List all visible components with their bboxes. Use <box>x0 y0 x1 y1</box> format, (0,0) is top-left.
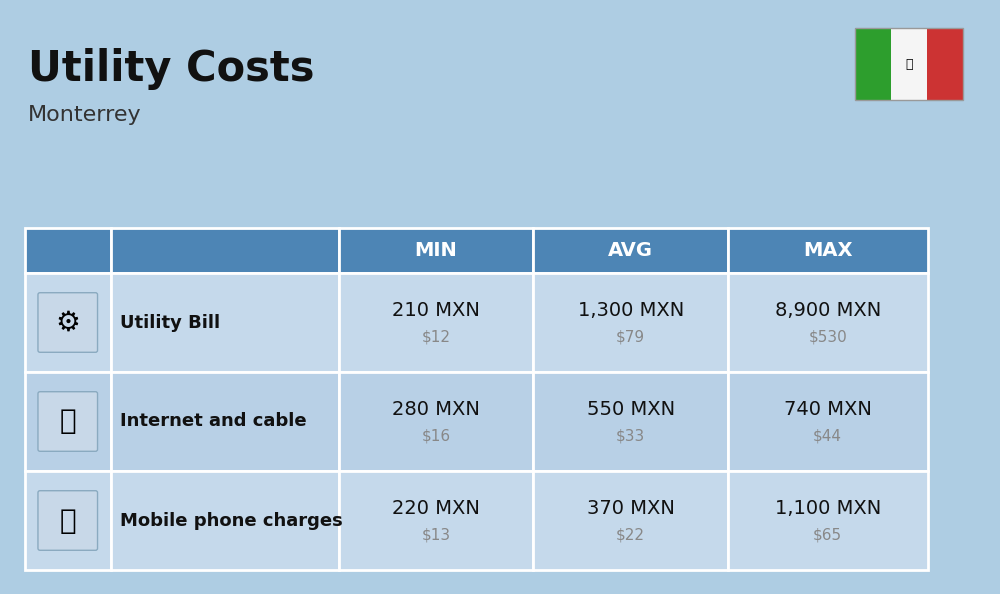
Bar <box>927 28 963 100</box>
Bar <box>728 471 928 570</box>
Bar <box>728 372 928 471</box>
Text: MAX: MAX <box>803 241 852 260</box>
FancyBboxPatch shape <box>38 491 98 550</box>
Text: Monterrey: Monterrey <box>28 105 142 125</box>
Bar <box>338 273 533 372</box>
Text: ⚙: ⚙ <box>55 308 80 336</box>
Bar <box>25 471 110 570</box>
FancyBboxPatch shape <box>38 391 98 451</box>
Text: $12: $12 <box>421 330 450 345</box>
Text: AVG: AVG <box>608 241 653 260</box>
Bar <box>728 273 928 372</box>
Text: $22: $22 <box>616 528 645 543</box>
Text: 1,100 MXN: 1,100 MXN <box>775 499 881 518</box>
Bar <box>110 372 338 471</box>
Text: $65: $65 <box>813 528 842 543</box>
Text: $79: $79 <box>616 330 645 345</box>
Text: $13: $13 <box>421 528 450 543</box>
Bar <box>533 273 728 372</box>
Text: 740 MXN: 740 MXN <box>784 400 872 419</box>
Bar <box>338 228 533 273</box>
Text: 280 MXN: 280 MXN <box>392 400 480 419</box>
Text: 550 MXN: 550 MXN <box>587 400 675 419</box>
Bar <box>110 471 338 570</box>
Text: Mobile phone charges: Mobile phone charges <box>120 511 343 529</box>
Bar <box>25 228 110 273</box>
Text: MIN: MIN <box>415 241 457 260</box>
Text: 📡: 📡 <box>59 407 76 435</box>
Text: $33: $33 <box>616 429 645 444</box>
Text: 📱: 📱 <box>59 507 76 535</box>
Text: $530: $530 <box>808 330 847 345</box>
Text: $44: $44 <box>813 429 842 444</box>
Bar <box>533 228 728 273</box>
Text: Utility Costs: Utility Costs <box>28 48 314 90</box>
Text: 370 MXN: 370 MXN <box>587 499 675 518</box>
Text: $16: $16 <box>421 429 450 444</box>
Text: Utility Bill: Utility Bill <box>120 314 221 331</box>
Bar <box>728 228 928 273</box>
Bar <box>855 28 963 100</box>
Bar <box>338 372 533 471</box>
Bar <box>110 228 338 273</box>
Bar <box>533 372 728 471</box>
Text: Internet and cable: Internet and cable <box>120 412 307 431</box>
Bar <box>855 28 891 100</box>
Bar <box>338 471 533 570</box>
FancyBboxPatch shape <box>38 293 98 352</box>
Bar <box>110 273 338 372</box>
Bar <box>25 372 110 471</box>
Text: 🦅: 🦅 <box>905 58 913 71</box>
Bar <box>25 273 110 372</box>
Text: 210 MXN: 210 MXN <box>392 301 480 320</box>
Bar <box>533 471 728 570</box>
Bar <box>891 28 927 100</box>
Text: 8,900 MXN: 8,900 MXN <box>775 301 881 320</box>
Text: 220 MXN: 220 MXN <box>392 499 480 518</box>
Text: 1,300 MXN: 1,300 MXN <box>578 301 684 320</box>
